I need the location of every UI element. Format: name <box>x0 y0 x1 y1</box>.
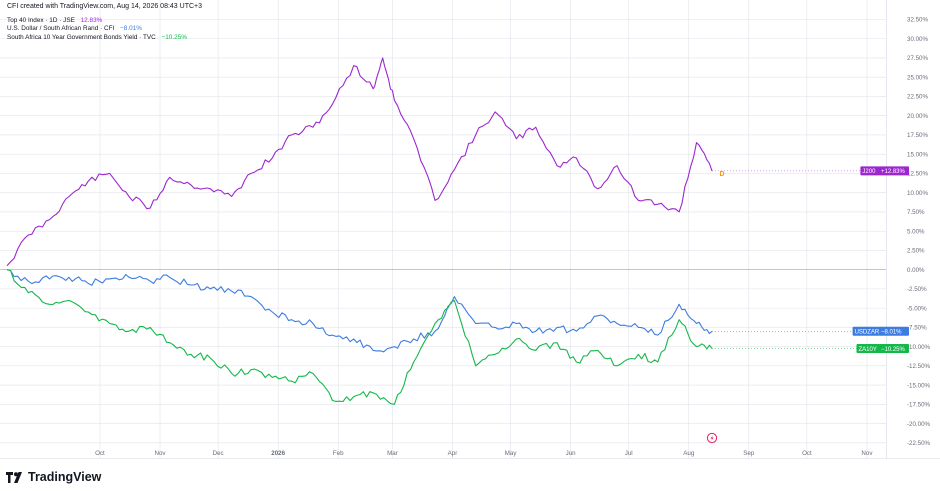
brand-name: TradingView <box>28 470 102 484</box>
price-tag-za10y: ZA10Y −10.25% <box>856 344 909 354</box>
legend-item-usdzar[interactable]: U.S. Dollar / South African Rand · CFI −… <box>7 25 187 33</box>
legend-item-za10y[interactable]: South Africa 10 Year Government Bonds Yi… <box>7 34 187 42</box>
legend-value: −10.25% <box>161 33 187 41</box>
series-line-za10y[interactable] <box>6 269 713 405</box>
x-tick-label: Apr <box>448 450 458 457</box>
legend: Top 40 Index · 1D · JSE 12.83% U.S. Doll… <box>7 17 187 42</box>
svg-text:J200: J200 <box>862 169 876 175</box>
svg-text:USDZAR: USDZAR <box>855 330 880 336</box>
y-tick-label: -12.50% <box>907 363 931 370</box>
legend-label: Top 40 Index · 1D · JSE <box>7 17 75 24</box>
y-tick-label: -20.00% <box>907 421 931 428</box>
x-tick-label: Jul <box>625 450 633 457</box>
x-tick-label: Mar <box>387 450 398 457</box>
flash-icon[interactable] <box>706 432 718 444</box>
svg-text:ZA10Y: ZA10Y <box>859 347 877 353</box>
y-tick-label: -2.50% <box>907 286 927 293</box>
x-tick-label: Oct <box>802 450 812 457</box>
y-tick-label: 15.00% <box>907 151 928 158</box>
event-markers[interactable]: D <box>706 171 725 444</box>
series-line-usdzar[interactable] <box>6 269 713 353</box>
series-line-j200[interactable] <box>6 57 713 267</box>
y-tick-label: 30.00% <box>907 36 928 43</box>
price-tag-j200: J200 +12.83% <box>860 166 909 176</box>
y-tick-label: 25.00% <box>907 74 928 81</box>
tradingview-logo[interactable]: TradingView <box>6 470 101 484</box>
earnings-marker[interactable]: D <box>719 171 724 178</box>
y-tick-label: -17.50% <box>907 402 931 409</box>
x-tick-label: Jun <box>566 450 577 457</box>
y-tick-label: -5.00% <box>907 305 927 312</box>
y-tick-label: 7.50% <box>907 209 925 216</box>
y-tick-label: 17.50% <box>907 132 928 139</box>
x-tick-label: Dec <box>213 450 224 457</box>
y-tick-label: 27.50% <box>907 55 928 62</box>
svg-text:+12.83%: +12.83% <box>881 169 906 175</box>
y-tick-label: 12.50% <box>907 171 928 178</box>
price-tags: J200 +12.83% USDZAR −8.01% ZA10Y −10.25% <box>852 166 909 354</box>
svg-text:−8.01%: −8.01% <box>881 330 902 336</box>
y-tick-label: -15.00% <box>907 382 931 389</box>
y-axis[interactable]: 32.50% 30.00% 27.50% 25.00% 22.50% 20.00% 17.5… <box>0 0 940 459</box>
legend-label: U.S. Dollar / South African Rand · CFI <box>7 25 115 33</box>
svg-text:−10.25%: −10.25% <box>881 347 906 353</box>
x-tick-label: Aug <box>683 450 695 457</box>
y-tick-label: 20.00% <box>907 113 928 120</box>
legend-value: −8.01% <box>120 25 142 33</box>
legend-label: South Africa 10 Year Government Bonds Yi… <box>7 33 156 41</box>
y-tick-label: 22.50% <box>907 94 928 101</box>
x-tick-label: Nov <box>861 450 873 457</box>
x-tick-label: 2026 <box>271 450 285 457</box>
x-tick-label: May <box>505 450 518 457</box>
legend-value: 12.83% <box>80 17 103 24</box>
x-tick-label: Sep <box>743 450 755 457</box>
horizontal-gridlines <box>0 19 886 444</box>
y-tick-label: 32.50% <box>907 17 928 24</box>
y-tick-label: 10.00% <box>907 190 928 197</box>
y-tick-label: -7.50% <box>907 325 927 332</box>
y-tick-label: 0.00% <box>907 267 925 274</box>
x-tick-label: Feb <box>333 450 344 457</box>
y-tick-label: 5.00% <box>907 228 925 235</box>
x-axis[interactable]: Oct Nov Dec 2026 Feb Mar Apr May Jun Jul Aug Sep Oct… <box>95 450 873 457</box>
y-tick-label: -22.50% <box>907 440 931 447</box>
tradingview-icon <box>6 471 22 483</box>
y-tick-label: -10.00% <box>907 344 931 351</box>
x-tick-label: Nov <box>155 450 167 457</box>
x-tick-label: Oct <box>95 450 105 457</box>
price-tag-usdzar: USDZAR −8.01% <box>852 326 909 336</box>
vertical-gridlines <box>99 0 868 458</box>
y-tick-label: 2.50% <box>907 248 925 255</box>
legend-item-top40[interactable]: Top 40 Index · 1D · JSE 12.83% <box>7 17 187 25</box>
chart-credit: CFI created with TradingView.com, Aug 14… <box>7 3 203 10</box>
